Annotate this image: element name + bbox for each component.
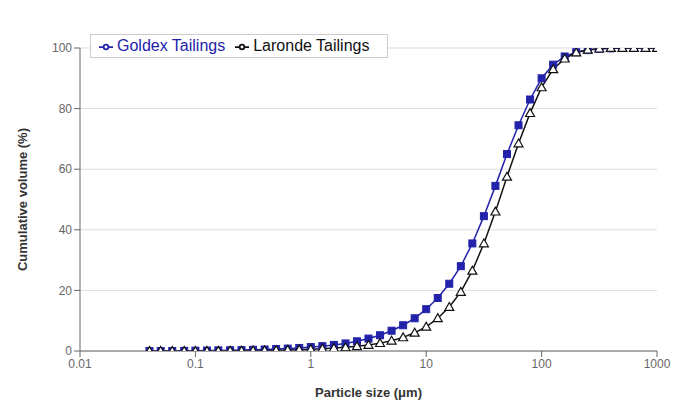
html-text:Laronde Tailings: Laronde Tailings (253, 37, 370, 54)
svg-text:0.01: 0.01 (68, 357, 92, 371)
svg-text:0.1: 0.1 (187, 357, 204, 371)
svg-text:0: 0 (65, 344, 72, 358)
svg-text:60: 60 (59, 162, 73, 176)
svg-text:100: 100 (532, 357, 552, 371)
svg-text:1: 1 (307, 357, 314, 371)
svg-text:10: 10 (420, 357, 434, 371)
svg-text:40: 40 (59, 223, 73, 237)
svg-text:20: 20 (59, 284, 73, 298)
svg-text:1000: 1000 (644, 357, 671, 371)
svg-text:80: 80 (59, 102, 73, 116)
svg-text:100: 100 (52, 41, 72, 55)
svg-text:Cumulative volume (%): Cumulative volume (%) (15, 128, 30, 271)
svg-text:Particle size (μm): Particle size (μm) (315, 385, 422, 400)
html-text:Goldex Tailings: Goldex Tailings (117, 37, 226, 54)
